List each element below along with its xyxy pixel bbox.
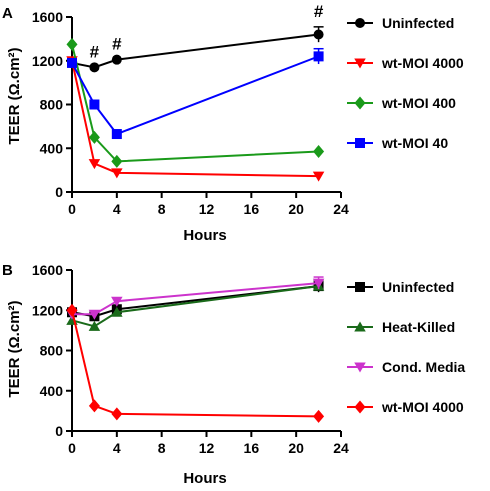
panel-b-legend-label: wt-MOI 4000 [381,399,464,415]
panel-b-y-tick-label: 400 [40,383,64,399]
panel-b-x-tick-label: 20 [288,440,304,456]
panel-a-legend-entry: wt-MOI 4000 [347,55,464,71]
panel-a-ylabel: TEER (Ω.cm²) [6,47,23,144]
panel-a-series-line [71,44,319,163]
panel-a-plot: 0 400 800 1200 1600 0 4 8 12 16 20 24 # # # [32,2,349,217]
panel-b-data-point [88,399,100,413]
panel-a-series-line [71,60,319,178]
panel-b-legend-label: Uninfected [382,279,454,295]
panel-a: A TEER (Ω.cm²) Hours 0 400 800 1200 1600 0 4 8 1… [2,2,464,244]
panel-a-legend-entry: wt-MOI 400 [347,95,456,111]
panel-a-data-point [88,130,100,144]
panel-b-legend-marker [354,362,366,373]
panel-a-x-tick-label: 8 [158,201,166,217]
panel-b-data-point [88,320,101,331]
panel-b-data-point [111,296,123,307]
panel-b-legend-marker [355,282,365,292]
panel-a-annotation: # [90,42,100,61]
panel-a-legend-marker [354,58,366,69]
panel-b-series-line [71,310,319,418]
panel-a-series-3 [67,47,324,140]
panel-a-data-point [111,154,123,168]
panel-a-legend-marker [355,18,365,28]
panel-b-legend: Uninfected Heat-Killed Cond. Media wt-MOI 4… [347,279,465,415]
panel-b-y-tick-label: 1200 [32,302,63,318]
panel-a-x-tick-label: 20 [288,201,304,217]
panel-b-data-point [111,407,123,421]
panel-a-data-point [111,168,123,179]
panel-b-data-point [66,303,78,317]
panel-a-data-point [89,62,100,73]
panel-a-legend-label: wt-MOI 40 [381,135,448,151]
panel-b-legend-entry: Heat-Killed [347,319,455,335]
panel-a-data-point [313,145,325,159]
panel-b-x-tick-label: 8 [158,440,166,456]
panel-b-data-point [312,278,325,289]
panel-a-y-tick-label: 1200 [32,53,63,69]
panel-a-data-point [111,54,122,65]
panel-a-legend-marker [355,138,365,148]
panel-a-legend-label: wt-MOI 400 [381,95,456,111]
panel-a-series-0 [67,26,324,73]
panel-a-data-point [89,99,100,110]
panel-b-data-point [88,309,101,320]
panel-a-legend-label: wt-MOI 4000 [381,55,464,71]
panel-a-y-tick-label: 0 [55,184,63,200]
panel-b-x-tick-label: 16 [244,440,260,456]
panel-a-legend-marker [354,96,366,110]
panel-b-data-point [111,306,123,317]
panel-b-x-tick-label: 12 [199,440,215,456]
panel-b-x-tick-label: 0 [68,440,76,456]
panel-b-x-tick-label: 4 [113,440,121,456]
panel-a-series-line [71,33,319,69]
panel-a-data-point [88,159,101,170]
panel-a-legend: Uninfected wt-MOI 4000 wt-MOI 400 wt-MOI 40 [347,15,464,151]
panel-a-data-point [312,171,325,182]
panel-b-legend-marker [354,400,366,414]
panel-a-data-point [67,57,77,68]
panel-a-y-tick-label: 800 [40,97,64,113]
panel-b-plot: 0 400 800 1200 1600 0 4 8 12 16 20 24 [32,262,349,456]
panel-b-data-point [313,409,325,423]
panel-a-annotation: # [112,35,122,54]
panel-a-x-tick-label: 0 [68,201,76,217]
panel-a-legend-entry: Uninfected [347,15,454,31]
panel-b-letter: B [2,262,13,279]
panel-b-legend-label: Heat-Killed [382,319,455,335]
panel-a-x-tick-label: 16 [244,201,260,217]
panel-a-legend-label: Uninfected [382,15,454,31]
panel-b-series-line [72,282,319,316]
panel-a-data-point [66,37,78,51]
panel-a-x-tick-label: 24 [333,201,349,217]
panel-a-legend-entry: wt-MOI 40 [347,135,448,151]
panel-b-legend-label: Cond. Media [382,359,465,375]
panel-b-xlabel: Hours [183,470,226,487]
panel-a-x-tick-label: 12 [199,201,215,217]
panel-b-x-tick-label: 24 [333,440,349,456]
panel-a-data-point [111,129,122,140]
panel-b-y-tick-label: 800 [40,343,64,359]
panel-b-y-tick-label: 0 [55,423,63,439]
panel-b-series-3 [66,303,325,423]
panel-a-letter: A [2,5,13,22]
panel-a-series-line [71,55,319,136]
panel-a-data-point [313,29,324,40]
panel-b-series-line [71,285,319,328]
panel-a-y-tick-label: 400 [40,140,64,156]
panel-b-legend-entry: wt-MOI 4000 [347,399,464,415]
panel-b-legend-entry: Uninfected [347,279,454,295]
panel-b-y-tick-label: 1600 [32,262,63,278]
panel-a-series-2 [66,37,325,168]
panel-a-annotation: # [314,2,324,21]
panel-b-ylabel: TEER (Ω.cm²) [6,300,23,397]
panel-a-x-tick-label: 4 [113,201,121,217]
panel-a-y-tick-label: 1600 [32,9,63,25]
panel-b-legend-entry: Cond. Media [347,359,465,375]
panel-b-series-1 [66,280,325,331]
panel-b-legend-marker [354,321,366,332]
panel-a-xlabel: Hours [183,227,226,244]
panel-a-data-point [313,51,324,62]
panel-b: B TEER (Ω.cm²) Hours 0 400 800 1200 1600 0 4 8 1… [2,262,465,487]
